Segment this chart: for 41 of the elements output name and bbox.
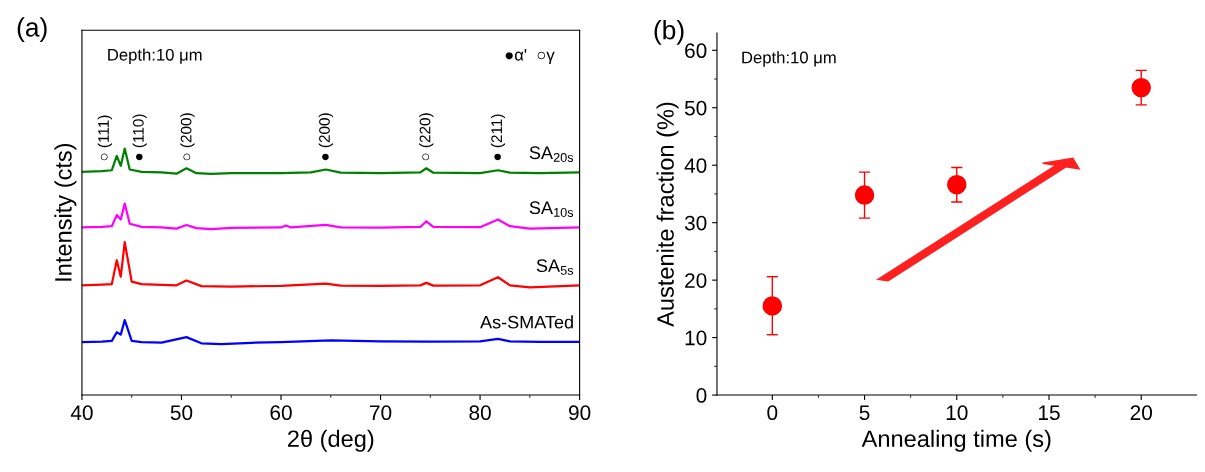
x-tick-label: 90	[569, 405, 591, 421]
y-axis-title: Intensity (cts)	[54, 143, 77, 281]
x-tick-label: 80	[469, 405, 491, 421]
point	[762, 296, 783, 316]
x-tick-label: 0	[767, 405, 778, 421]
annotation: ○ (111)	[97, 115, 112, 161]
point	[1131, 77, 1151, 98]
y-tick-label: 60	[685, 43, 707, 59]
series-label: As-SMATed	[480, 315, 573, 329]
annotation: ● (211)	[490, 114, 506, 161]
y-tick-label: 0	[696, 388, 707, 403]
y-tick-label: 20	[685, 273, 707, 288]
annotation: ● (200)	[318, 113, 333, 161]
annotation: ● (110)	[132, 114, 147, 161]
y-tick-label: 40	[684, 158, 707, 173]
chart-title: (a)	[17, 17, 47, 42]
series-label: SA$_{5s}$	[536, 259, 574, 275]
x-tick-label: 5	[859, 405, 870, 421]
annotation: Depth:10 μm	[742, 51, 836, 67]
y-tick-label: 10	[685, 330, 707, 346]
text: ●α' ○γ	[505, 49, 555, 64]
point	[854, 185, 875, 205]
x-tick-label: 40	[70, 405, 93, 421]
y-tick-label: 50	[684, 100, 707, 116]
x-tick-label: 15	[1039, 405, 1060, 421]
x-axis-title: 2θ (deg)	[287, 429, 374, 452]
x-tick-label: 60	[270, 405, 292, 421]
series-label: SA$_{10s}$	[529, 201, 574, 217]
x-tick-label: 50	[170, 405, 193, 421]
y-axis-title: Austenite fraction (%)	[656, 102, 679, 327]
series-label: SA$_{20s}$	[529, 146, 574, 162]
x-axis-title: Annealing time (s)	[861, 429, 1051, 452]
chart-title: (b)	[654, 20, 684, 45]
text: Depth:10 μm	[108, 48, 202, 64]
x-tick-label: 10	[946, 405, 968, 421]
x-tick-label: 70	[370, 405, 392, 421]
x-tick-label: 20	[1130, 405, 1152, 421]
annotation: ○ (220)	[419, 113, 434, 161]
annotation: ○ (200)	[180, 113, 195, 161]
point	[947, 175, 967, 195]
y-tick-label: 30	[684, 215, 707, 231]
